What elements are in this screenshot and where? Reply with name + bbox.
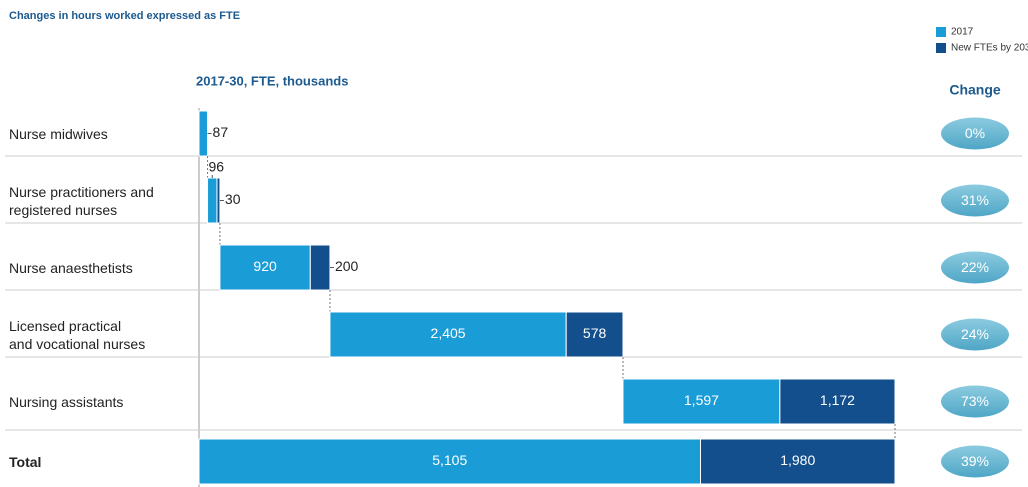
change-label: 0% — [965, 125, 985, 141]
bar — [622, 378, 781, 425]
bar — [198, 110, 209, 157]
category-label: Nurse practitioners and registered nurse… — [9, 183, 154, 218]
chart-title: Changes in hours worked expressed as FTE — [9, 10, 240, 22]
data-label: 578 — [583, 325, 607, 341]
data-label: 1,172 — [820, 392, 855, 408]
category-label: Nurse midwives — [9, 125, 108, 142]
change-pill — [941, 184, 1009, 217]
data-label: 30 — [225, 191, 241, 207]
category-label: Licensed practical and vocational nurses — [9, 317, 146, 352]
data-label: 5,105 — [432, 452, 467, 468]
change-label: 39% — [961, 453, 989, 469]
data-label: 920 — [253, 258, 277, 274]
change-pill — [941, 445, 1009, 478]
bar — [309, 244, 331, 291]
bar — [565, 311, 624, 358]
category-label: Total — [9, 453, 42, 470]
data-label: 200 — [335, 258, 359, 274]
data-label: 1,980 — [780, 452, 815, 468]
data-label: 87 — [213, 124, 229, 140]
change-title: Change — [949, 82, 1001, 98]
data-label: 2,405 — [431, 325, 466, 341]
legend-label: 2017 — [951, 27, 974, 38]
bar — [779, 378, 896, 425]
legend-swatch — [936, 43, 946, 53]
change-label: 73% — [961, 393, 989, 409]
change-pill — [941, 251, 1009, 284]
bar — [699, 438, 896, 485]
change-label: 22% — [961, 259, 989, 275]
category-label: Nurse anaesthetists — [9, 259, 133, 276]
bar — [198, 438, 701, 485]
legend-label: New FTEs by 2030 — [951, 43, 1028, 54]
legend-swatch — [936, 27, 946, 37]
data-label: 96 — [208, 159, 224, 175]
change-pill — [941, 318, 1009, 351]
bar — [216, 177, 221, 224]
data-label: 1,597 — [684, 392, 719, 408]
category-label: Nursing assistants — [9, 393, 124, 410]
change-pill — [941, 385, 1009, 418]
change-label: 31% — [961, 192, 989, 208]
subtitle: 2017-30, FTE, thousands — [196, 73, 348, 88]
bar — [207, 177, 218, 224]
change-label: 24% — [961, 326, 989, 342]
bar — [219, 244, 311, 291]
change-pill — [941, 117, 1009, 150]
